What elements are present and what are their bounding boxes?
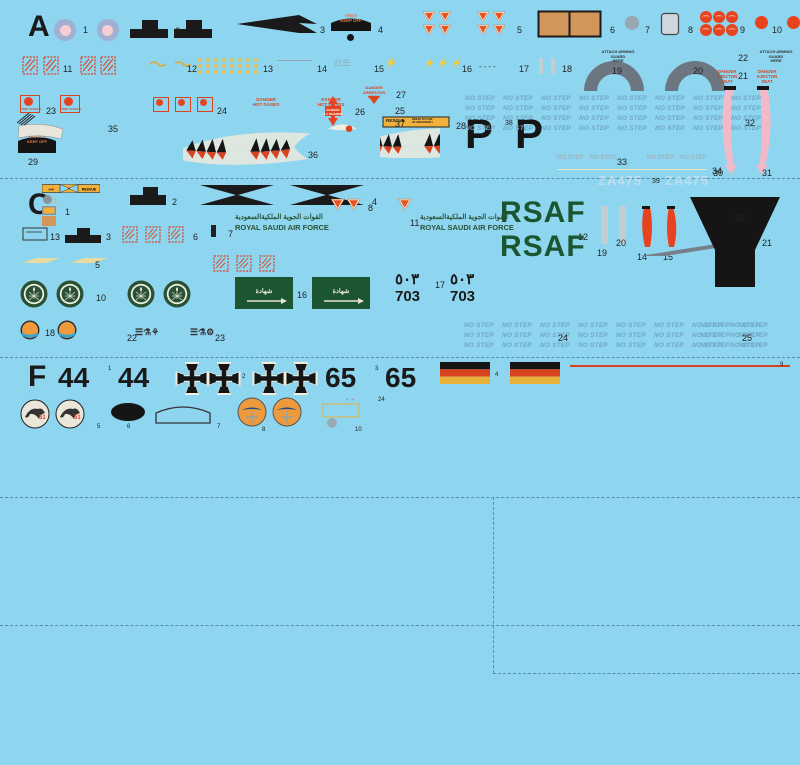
svg-text:51: 51 <box>74 415 81 421</box>
svg-text:DANGER: DANGER <box>326 108 340 112</box>
svg-text:51: 51 <box>39 415 46 421</box>
svg-text:AVN: AVN <box>48 188 53 192</box>
svg-text:RESCUE: RESCUE <box>82 188 97 192</box>
svg-text:A. A. MOVEMENT: A. A. MOVEMENT <box>323 113 343 116</box>
svg-text:شهادة: شهادة <box>333 287 350 295</box>
svg-text:شهادة: شهادة <box>256 287 273 295</box>
